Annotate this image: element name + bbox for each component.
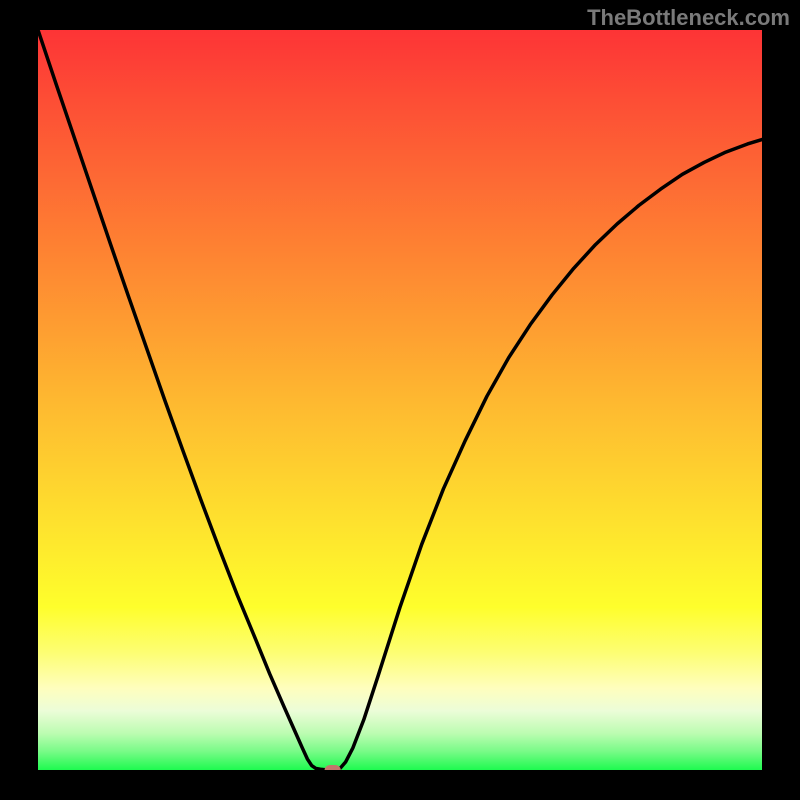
chart-container: TheBottleneck.com [0, 0, 800, 800]
optimum-marker [325, 766, 340, 770]
plot-background [38, 30, 762, 770]
watermark-text: TheBottleneck.com [587, 5, 790, 31]
plot-area [38, 30, 762, 770]
plot-svg [38, 30, 762, 770]
